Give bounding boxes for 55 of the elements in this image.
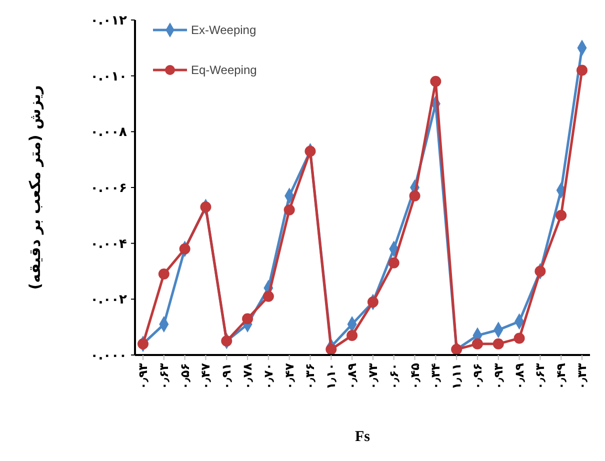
point: [346, 330, 358, 341]
point: [388, 257, 400, 268]
legend-label: Eq-Weeping: [191, 63, 257, 77]
point: [179, 243, 190, 254]
point: [200, 202, 212, 213]
x-tick-label: ۰٫۸۹: [345, 362, 360, 390]
x-tick-label: ۱٫۱۱: [450, 363, 464, 390]
y-tick-label: ۰.۰۰۲: [90, 292, 128, 308]
x-tick-label: ۰٫۵۶: [178, 363, 192, 390]
x-tick-label: ۰٫۹۳: [136, 362, 150, 390]
x-tick-label: ۰٫۷۳: [366, 362, 380, 390]
point: [158, 268, 170, 280]
y-tick-label: ۰.۰۰۰: [90, 348, 127, 364]
x-tick-label: ۰٫۳۶: [303, 363, 318, 390]
x-tick-label: ۰٫۶۳: [156, 362, 171, 390]
point: [492, 338, 504, 350]
x-tick-label: ۰٫۸۹: [512, 362, 526, 390]
y-tick-label: ۰.۰۱۲: [90, 14, 128, 29]
point: [472, 338, 483, 350]
point: [138, 338, 148, 350]
point: [242, 313, 254, 324]
y-tick-label: ۰.۰۰۶: [90, 181, 127, 196]
x-tick-label: ۰٫۹۱: [220, 363, 234, 390]
x-tick-label: ۱٫۱۰: [324, 363, 338, 390]
point: [534, 266, 546, 277]
point: [576, 64, 588, 76]
point: [284, 204, 295, 216]
point: [304, 146, 316, 157]
point: [221, 336, 232, 347]
x-tick-label: ۰٫۴۷: [198, 362, 213, 390]
legend-label: Ex-Weeping: [191, 23, 256, 37]
point: [262, 290, 274, 302]
x-tick-label: ۰٫۳۴: [428, 363, 443, 390]
y-tick-label: ۰.۰۱۰: [90, 69, 127, 84]
x-axis-title: Fs: [355, 429, 370, 445]
x-tick-label: ۰٫۹۳: [491, 362, 506, 390]
x-tick-label: ۰٫۷۰: [261, 363, 276, 390]
x-tick-label: ۰٫۶۰: [386, 363, 401, 390]
y-tick-label: ۰.۰۰۸: [90, 125, 128, 140]
x-tick-label: ۰٫۷۸: [240, 362, 255, 390]
y-axis-title: ریزش (متر مکعب بر دقیقه): [26, 85, 44, 290]
point: [326, 344, 337, 355]
point: [409, 190, 420, 202]
x-tick-label: ۰٫۴۷: [282, 362, 296, 390]
x-tick-label: ۰٫۳۳: [575, 362, 589, 390]
y-tick-label: ۰.۰۰۴: [90, 236, 128, 252]
point: [367, 296, 378, 308]
point: [514, 332, 525, 344]
x-tick-label: ۰٫۴۵: [408, 363, 422, 390]
x-tick-label: ۰٫۴۹: [554, 362, 568, 390]
point: [556, 210, 567, 221]
point: [430, 76, 442, 87]
point: [451, 344, 462, 355]
x-tick-label: ۰٫۶۳: [533, 362, 548, 390]
x-tick-label: ۰٫۹۶: [470, 363, 484, 390]
